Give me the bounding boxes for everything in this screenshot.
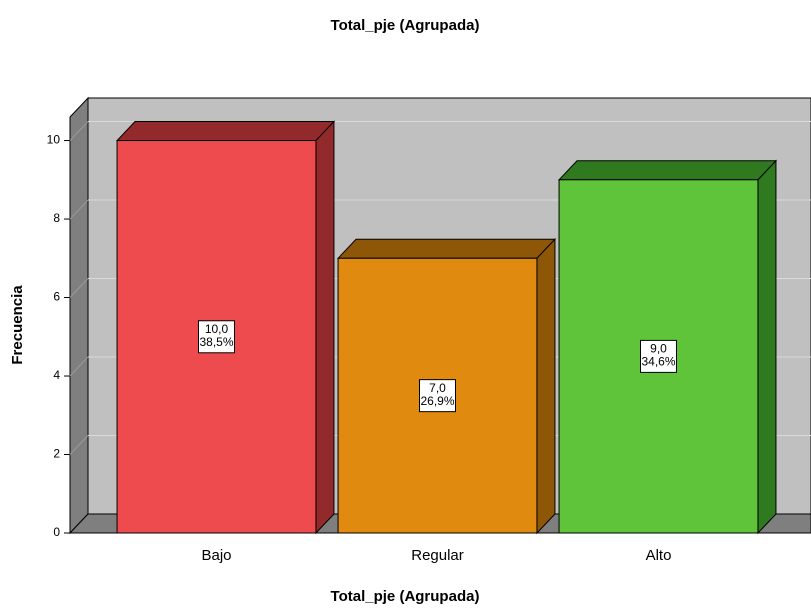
data-label: 7,0 [429, 381, 446, 395]
data-label: 10,0 [205, 322, 229, 336]
bar-top [336, 238, 557, 259]
data-label-box [198, 320, 235, 354]
left-wall [69, 96, 89, 535]
wall-grid-line [69, 199, 89, 220]
x-axis-label: Total_pje (Agrupada) [331, 588, 480, 605]
wall-grid-line [69, 356, 89, 377]
bar-side [757, 159, 777, 535]
x-tick-label: Bajo [201, 547, 231, 564]
x-tick-label: Alto [646, 547, 672, 564]
bar [116, 140, 317, 534]
data-label-box [419, 379, 456, 413]
bar-top [115, 121, 336, 142]
x-tick-label: Regular [411, 547, 464, 564]
y-tick-label: 6 [53, 290, 60, 304]
y-tick-label: 8 [53, 211, 60, 225]
bar-top [557, 160, 778, 181]
y-tick-label: 10 [47, 133, 61, 147]
wall-grid-line [69, 435, 89, 455]
wall-grid-line [69, 278, 89, 298]
wall-grid-line [69, 121, 89, 141]
data-label: 9,0 [650, 342, 667, 356]
data-label-percent: 38,5% [199, 335, 233, 349]
bar-side [315, 120, 335, 535]
data-label-percent: 26,9% [420, 394, 454, 408]
y-tick-label: 4 [53, 368, 60, 382]
bar-side [536, 238, 556, 535]
y-tick-label: 0 [53, 525, 60, 539]
chart-title: Total_pje (Agrupada) [331, 17, 480, 34]
y-tick-label: 2 [53, 447, 60, 461]
data-label-percent: 34,6% [641, 355, 675, 369]
y-axis-label: Frecuencia [9, 285, 26, 365]
data-label-box [640, 339, 677, 373]
